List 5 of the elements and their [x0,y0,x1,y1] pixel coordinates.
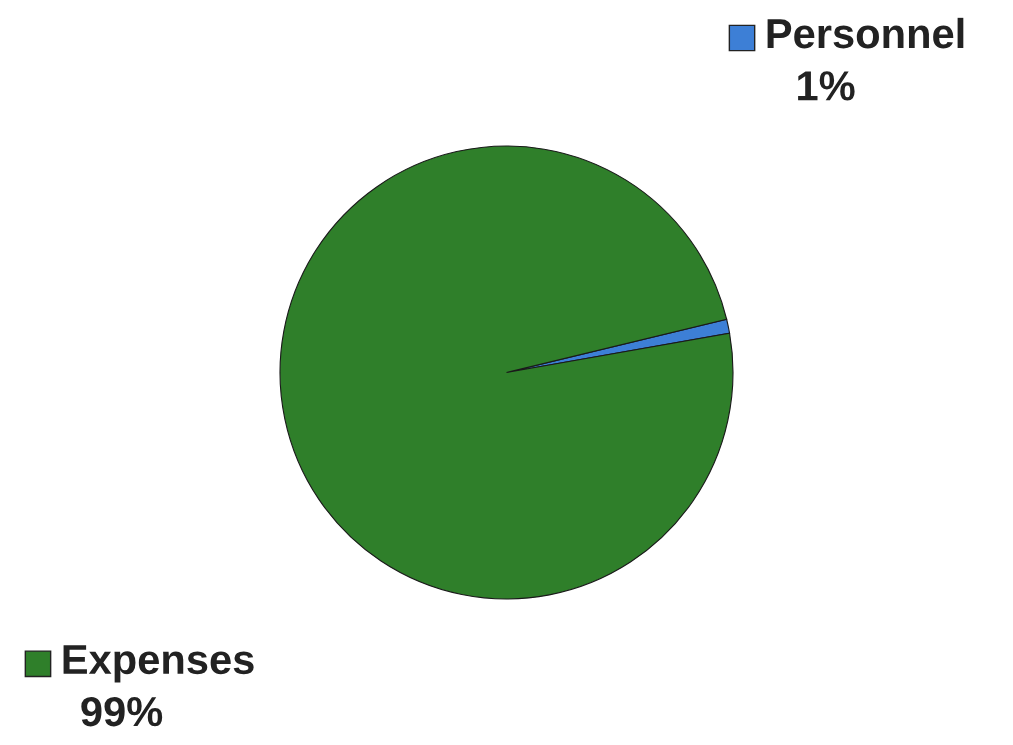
data-label: 1% [798,71,855,101]
pie-slice [279,145,734,600]
legend-label: Personnel [767,17,964,49]
legend-label: Expenses [63,645,254,683]
data-label: 99% [81,696,163,727]
